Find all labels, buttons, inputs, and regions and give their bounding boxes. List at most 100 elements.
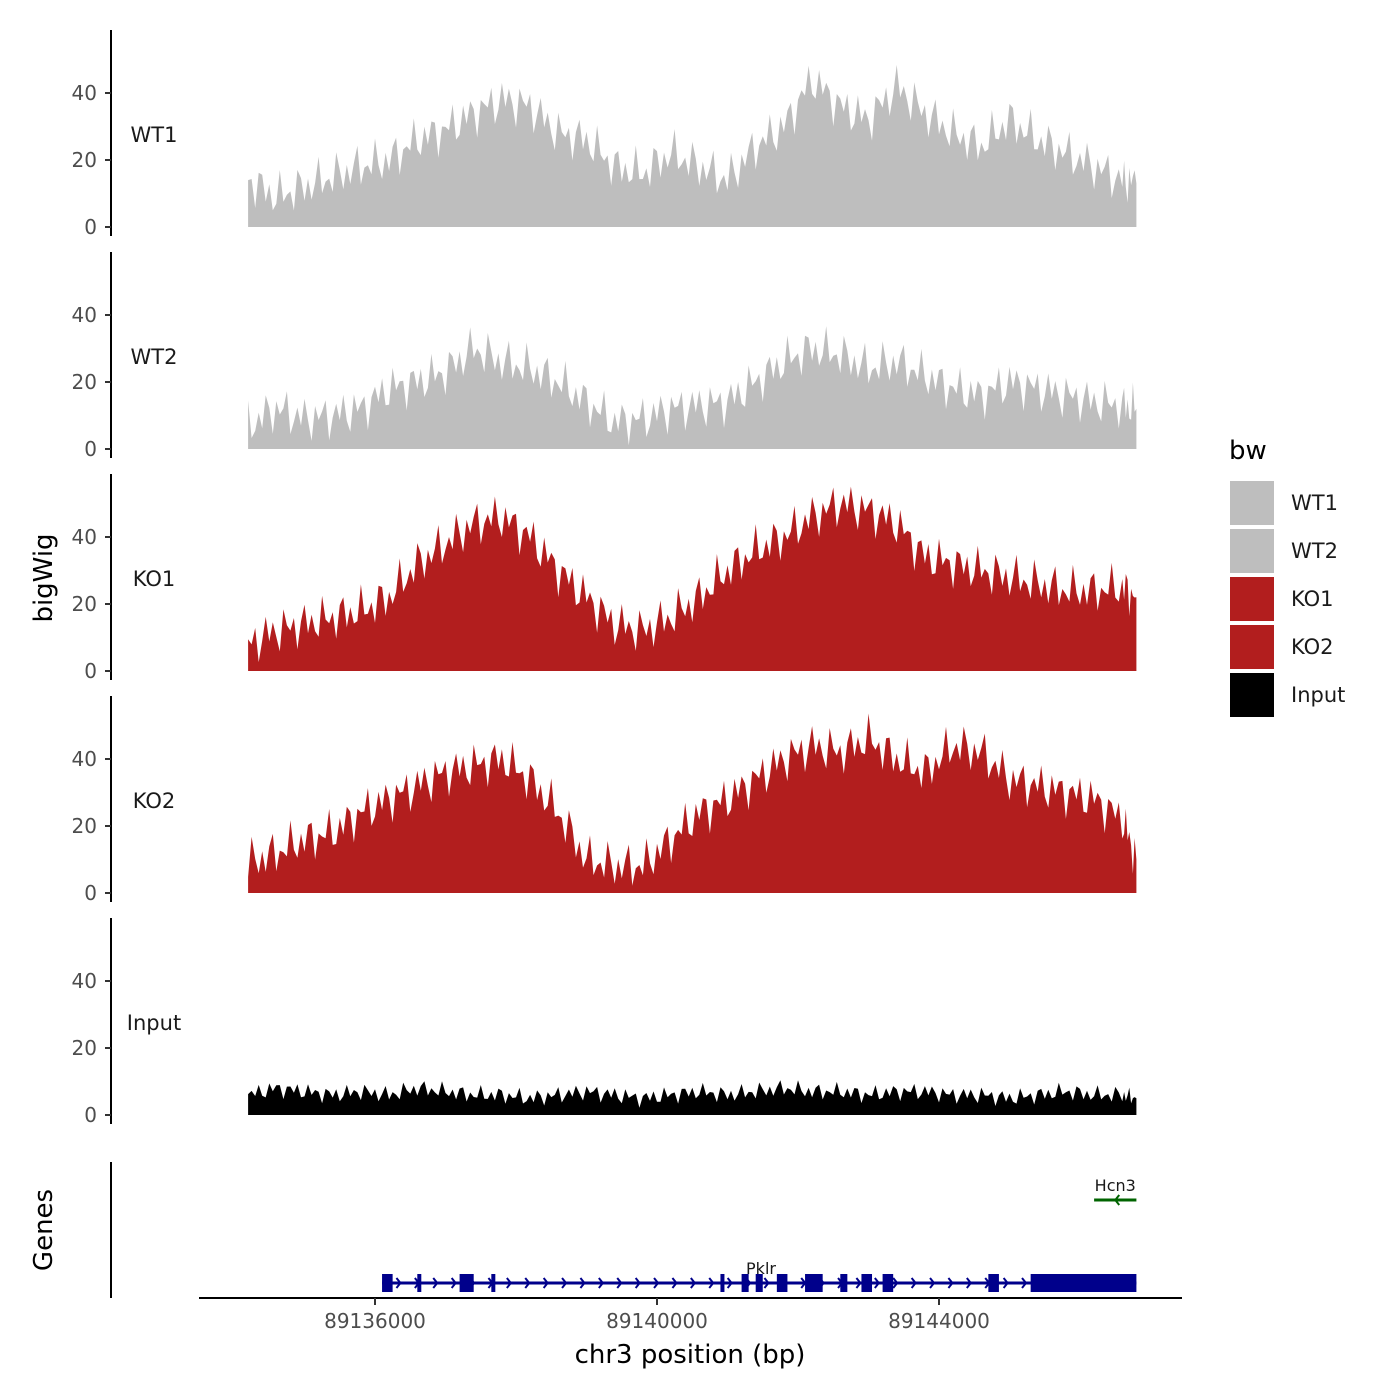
y-tick-label: 40 bbox=[72, 747, 97, 771]
track-label: KO1 bbox=[133, 567, 176, 591]
strand-arrow bbox=[910, 1277, 917, 1289]
y-tick-label: 0 bbox=[84, 437, 97, 461]
strand-arrow bbox=[708, 1277, 715, 1289]
y-tick-label: 20 bbox=[72, 1036, 97, 1060]
strand-arrow bbox=[763, 1277, 770, 1289]
legend-label: WT1 bbox=[1291, 491, 1338, 515]
exon bbox=[459, 1274, 474, 1292]
area-wt1 bbox=[248, 64, 1137, 228]
track-ko2: 0 20 40 KO2 bbox=[72, 713, 1137, 905]
legend-item-ko1: KO1 bbox=[1228, 575, 1334, 623]
genes-layer: Pklr Hcn3 bbox=[382, 1176, 1137, 1292]
area-wt2 bbox=[248, 326, 1137, 449]
track-label: WT2 bbox=[131, 345, 178, 369]
legend-item-input: Input bbox=[1228, 671, 1345, 719]
strand-arrow bbox=[947, 1277, 954, 1289]
exon bbox=[840, 1274, 848, 1292]
y-tick-label: 40 bbox=[72, 81, 97, 105]
strand-arrow bbox=[929, 1277, 936, 1289]
strand-arrow bbox=[616, 1277, 623, 1289]
y-tick-label: 20 bbox=[72, 592, 97, 616]
area-ko1 bbox=[248, 486, 1137, 671]
legend-swatch bbox=[1228, 527, 1276, 575]
y-axis-title: bigWig bbox=[29, 533, 59, 622]
strand-arrow bbox=[561, 1277, 568, 1289]
legend: bw WT1 WT2 KO1 KO2 Input bbox=[1228, 436, 1345, 719]
x-axis-title: chr3 position (bp) bbox=[575, 1340, 806, 1370]
y-tick-label: 40 bbox=[72, 525, 97, 549]
legend-item-wt1: WT1 bbox=[1228, 479, 1338, 527]
tracks-layer: 0 20 40 WT1 0 20 40 WT2 0 20 40 KO1 0 20 40 KO2 0 20 40 Inp… bbox=[72, 64, 1137, 1127]
strand-arrow bbox=[855, 1277, 862, 1289]
exon bbox=[741, 1274, 749, 1292]
legend-label: WT2 bbox=[1291, 539, 1338, 563]
exon bbox=[755, 1274, 763, 1292]
track-input: 0 20 40 Input bbox=[72, 969, 1137, 1127]
y-tick-label: 40 bbox=[72, 303, 97, 327]
strand-arrow bbox=[653, 1277, 660, 1289]
strand-arrow bbox=[598, 1277, 605, 1289]
area-ko2 bbox=[248, 713, 1137, 893]
genes-axis-title: Genes bbox=[29, 1189, 59, 1271]
strand-arrow bbox=[450, 1277, 457, 1289]
x-tick-label: 89140000 bbox=[606, 1309, 708, 1333]
exon bbox=[988, 1274, 999, 1292]
exon bbox=[720, 1274, 725, 1292]
strand-arrow bbox=[524, 1277, 531, 1289]
y-tick-label: 0 bbox=[84, 659, 97, 683]
legend-title: bw bbox=[1229, 436, 1267, 466]
y-tick-label: 40 bbox=[72, 969, 97, 993]
legend-item-wt2: WT2 bbox=[1228, 527, 1338, 575]
y-tick-label: 20 bbox=[72, 148, 97, 172]
exon bbox=[861, 1274, 873, 1292]
exon bbox=[882, 1274, 894, 1292]
strand-arrow bbox=[432, 1277, 439, 1289]
strand-arrow bbox=[395, 1277, 402, 1289]
legend-item-ko2: KO2 bbox=[1228, 623, 1334, 671]
strand-arrow bbox=[542, 1277, 549, 1289]
y-tick-label: 0 bbox=[84, 1103, 97, 1127]
x-axis: 89136000 89140000 89144000 bbox=[324, 1298, 990, 1333]
legend-swatch bbox=[1228, 479, 1276, 527]
strand-arrow bbox=[506, 1277, 513, 1289]
gene-label: Hcn3 bbox=[1095, 1176, 1136, 1195]
track-label: KO2 bbox=[133, 789, 176, 813]
exon bbox=[382, 1274, 393, 1292]
gene-pklr: Pklr bbox=[382, 1259, 1137, 1292]
strand-arrow bbox=[726, 1277, 733, 1289]
strand-arrow bbox=[966, 1277, 973, 1289]
gene-label: Pklr bbox=[746, 1259, 776, 1278]
track-ko1: 0 20 40 KO1 bbox=[72, 486, 1137, 683]
exon bbox=[491, 1274, 496, 1292]
gene-hcn3: Hcn3 bbox=[1094, 1176, 1137, 1206]
y-tick-label: 20 bbox=[72, 814, 97, 838]
area-input bbox=[248, 1080, 1137, 1115]
legend-swatch bbox=[1228, 623, 1276, 671]
exon bbox=[417, 1274, 422, 1292]
track-wt2: 0 20 40 WT2 bbox=[72, 303, 1137, 461]
strand-arrow bbox=[874, 1277, 881, 1289]
legend-label: KO1 bbox=[1291, 587, 1334, 611]
y-tick-label: 0 bbox=[84, 215, 97, 239]
strand-arrow bbox=[579, 1277, 586, 1289]
y-tick-label: 0 bbox=[84, 881, 97, 905]
legend-swatch bbox=[1228, 671, 1276, 719]
legend-swatch bbox=[1228, 575, 1276, 623]
exon bbox=[1030, 1274, 1137, 1292]
x-tick-label: 89136000 bbox=[324, 1309, 426, 1333]
track-wt1: 0 20 40 WT1 bbox=[72, 64, 1137, 239]
strand-arrow bbox=[671, 1277, 678, 1289]
legend-label: KO2 bbox=[1291, 635, 1334, 659]
legend-label: Input bbox=[1291, 683, 1345, 707]
x-tick-label: 89144000 bbox=[888, 1309, 990, 1333]
strand-arrow bbox=[892, 1277, 899, 1289]
strand-arrow bbox=[1113, 1194, 1121, 1206]
panel-axis-lines bbox=[110, 30, 1182, 1299]
exon bbox=[805, 1274, 823, 1292]
y-tick-label: 20 bbox=[72, 370, 97, 394]
exon bbox=[776, 1274, 788, 1292]
track-label: Input bbox=[127, 1011, 181, 1035]
strand-arrow bbox=[1021, 1277, 1028, 1289]
strand-arrow bbox=[634, 1277, 641, 1289]
